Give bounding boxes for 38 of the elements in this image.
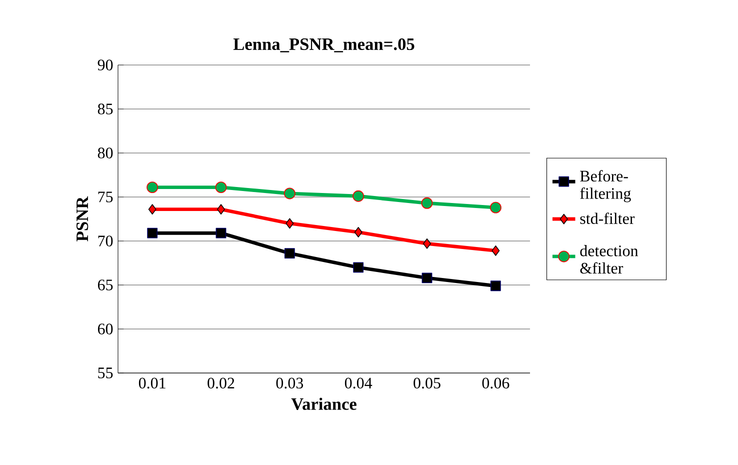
point — [352, 190, 364, 202]
point — [422, 272, 432, 284]
y-tick-label: 65 — [98, 280, 113, 290]
point — [215, 182, 227, 194]
point — [216, 228, 226, 238]
point — [490, 280, 501, 292]
point — [284, 188, 296, 200]
point — [147, 228, 158, 238]
y-tick-label: 80 — [98, 148, 113, 158]
y-tick-label: 90 — [98, 60, 113, 70]
point — [492, 245, 500, 256]
y-tick-label: 55 — [98, 368, 113, 378]
y-axis-title: PSNR — [76, 196, 88, 242]
point — [353, 262, 364, 273]
x-tick-label: 0.06 — [482, 378, 510, 389]
legend-label: detection &filter — [580, 245, 638, 274]
point — [490, 202, 502, 214]
legend-label: Before-filtering — [580, 170, 631, 202]
y-tick-label: 75 — [98, 192, 113, 202]
x-axis-title: Variance — [291, 398, 356, 410]
x-tick-label: 0.03 — [276, 378, 304, 389]
point — [148, 204, 156, 215]
x-tick-label: 0.05 — [414, 378, 440, 389]
x-tick-label: 0.01 — [138, 378, 166, 389]
legend-label: std-filter — [580, 212, 635, 224]
point — [421, 197, 433, 209]
y-tick-label: 85 — [98, 104, 113, 114]
x-tick-label: 0.04 — [344, 378, 372, 389]
point — [423, 238, 432, 249]
y-tick-label: 60 — [98, 324, 113, 334]
point — [284, 248, 295, 259]
point — [286, 218, 294, 229]
y-tick-label: 70 — [98, 236, 113, 246]
chart-title: Lenna_PSNR_mean=.05 — [233, 38, 414, 52]
point — [354, 227, 362, 238]
point — [146, 182, 158, 194]
x-tick-label: 0.02 — [208, 378, 234, 389]
point — [217, 204, 225, 215]
